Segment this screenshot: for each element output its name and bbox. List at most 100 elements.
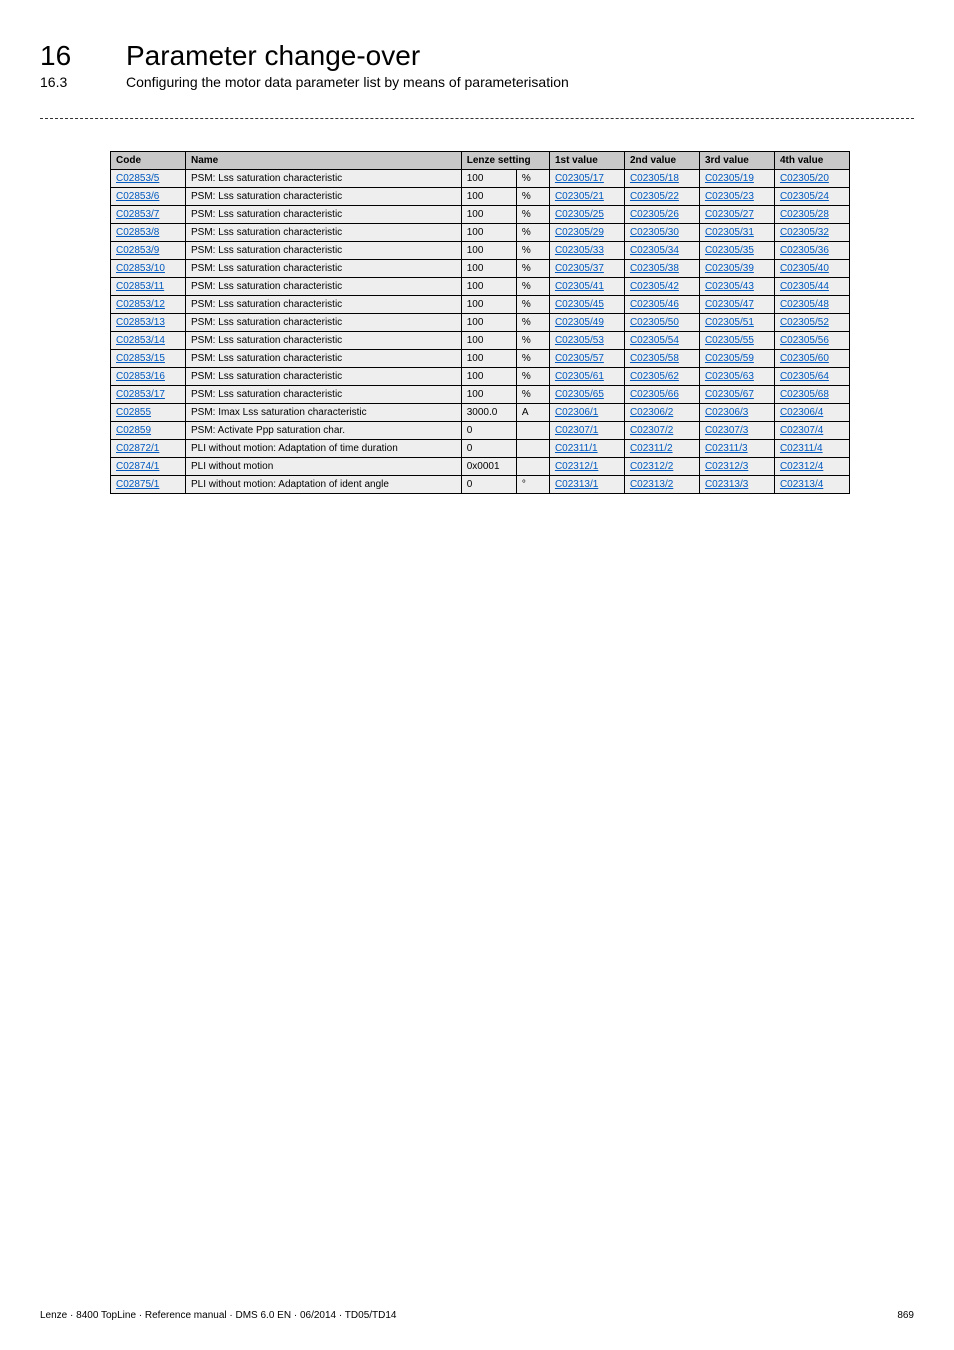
- cell-code-link[interactable]: C02853/8: [116, 227, 159, 238]
- cell-4th-value-link[interactable]: C02305/44: [780, 281, 829, 292]
- cell-4th-value-link[interactable]: C02305/28: [780, 209, 829, 220]
- cell-3rd-value-link[interactable]: C02305/67: [705, 389, 754, 400]
- cell-code-link[interactable]: C02853/17: [116, 389, 165, 400]
- cell-1st-value-link[interactable]: C02305/25: [555, 209, 604, 220]
- cell-2nd-value-link[interactable]: C02306/2: [630, 407, 673, 418]
- cell-3rd-value-link[interactable]: C02305/47: [705, 299, 754, 310]
- cell-1st-value-link[interactable]: C02306/1: [555, 407, 598, 418]
- cell-code-link[interactable]: C02859: [116, 425, 151, 436]
- cell-1st-value-link[interactable]: C02305/21: [555, 191, 604, 202]
- cell-3rd-value-link[interactable]: C02313/3: [705, 479, 748, 490]
- cell-1st-value: C02305/37: [549, 260, 624, 278]
- cell-2nd-value-link[interactable]: C02305/58: [630, 353, 679, 364]
- cell-4th-value-link[interactable]: C02306/4: [780, 407, 823, 418]
- cell-1st-value-link[interactable]: C02305/65: [555, 389, 604, 400]
- cell-2nd-value-link[interactable]: C02313/2: [630, 479, 673, 490]
- cell-3rd-value-link[interactable]: C02305/35: [705, 245, 754, 256]
- cell-4th-value-link[interactable]: C02305/36: [780, 245, 829, 256]
- cell-3rd-value-link[interactable]: C02305/55: [705, 335, 754, 346]
- cell-4th-value-link[interactable]: C02305/68: [780, 389, 829, 400]
- cell-4th-value-link[interactable]: C02305/24: [780, 191, 829, 202]
- cell-3rd-value-link[interactable]: C02305/31: [705, 227, 754, 238]
- subsection-title: Configuring the motor data parameter lis…: [126, 74, 569, 90]
- cell-4th-value-link[interactable]: C02313/4: [780, 479, 823, 490]
- cell-2nd-value-link[interactable]: C02305/38: [630, 263, 679, 274]
- cell-1st-value-link[interactable]: C02312/1: [555, 461, 598, 472]
- cell-3rd-value: C02305/23: [699, 188, 774, 206]
- cell-2nd-value-link[interactable]: C02311/2: [630, 443, 673, 454]
- cell-code-link[interactable]: C02853/5: [116, 173, 159, 184]
- cell-3rd-value-link[interactable]: C02305/63: [705, 371, 754, 382]
- cell-code: C02853/9: [111, 242, 186, 260]
- cell-2nd-value-link[interactable]: C02305/22: [630, 191, 679, 202]
- cell-1st-value-link[interactable]: C02305/17: [555, 173, 604, 184]
- cell-1st-value-link[interactable]: C02313/1: [555, 479, 598, 490]
- cell-1st-value-link[interactable]: C02311/1: [555, 443, 598, 454]
- cell-code-link[interactable]: C02853/7: [116, 209, 159, 220]
- cell-2nd-value-link[interactable]: C02305/42: [630, 281, 679, 292]
- cell-code: C02853/14: [111, 332, 186, 350]
- cell-code-link[interactable]: C02853/13: [116, 317, 165, 328]
- cell-2nd-value-link[interactable]: C02305/50: [630, 317, 679, 328]
- cell-4th-value-link[interactable]: C02305/56: [780, 335, 829, 346]
- cell-code-link[interactable]: C02853/6: [116, 191, 159, 202]
- cell-1st-value: C02305/49: [549, 314, 624, 332]
- cell-code-link[interactable]: C02853/11: [116, 281, 164, 292]
- cell-4th-value-link[interactable]: C02312/4: [780, 461, 823, 472]
- cell-code-link[interactable]: C02875/1: [116, 479, 159, 490]
- cell-2nd-value-link[interactable]: C02312/2: [630, 461, 673, 472]
- cell-3rd-value-link[interactable]: C02305/19: [705, 173, 754, 184]
- cell-code-link[interactable]: C02853/9: [116, 245, 159, 256]
- cell-code: C02853/7: [111, 206, 186, 224]
- cell-2nd-value-link[interactable]: C02305/18: [630, 173, 679, 184]
- cell-3rd-value-link[interactable]: C02305/23: [705, 191, 754, 202]
- chapter-number: 16: [40, 40, 98, 72]
- cell-2nd-value-link[interactable]: C02305/34: [630, 245, 679, 256]
- cell-4th-value-link[interactable]: C02305/52: [780, 317, 829, 328]
- cell-3rd-value-link[interactable]: C02306/3: [705, 407, 748, 418]
- cell-code-link[interactable]: C02872/1: [116, 443, 159, 454]
- cell-3rd-value-link[interactable]: C02305/39: [705, 263, 754, 274]
- cell-1st-value-link[interactable]: C02305/61: [555, 371, 604, 382]
- cell-2nd-value-link[interactable]: C02305/62: [630, 371, 679, 382]
- cell-1st-value-link[interactable]: C02305/45: [555, 299, 604, 310]
- cell-1st-value-link[interactable]: C02305/29: [555, 227, 604, 238]
- cell-3rd-value-link[interactable]: C02312/3: [705, 461, 748, 472]
- cell-4th-value-link[interactable]: C02307/4: [780, 425, 823, 436]
- cell-code-link[interactable]: C02874/1: [116, 461, 159, 472]
- cell-name: PSM: Lss saturation characteristic: [186, 296, 462, 314]
- cell-2nd-value-link[interactable]: C02305/26: [630, 209, 679, 220]
- cell-code-link[interactable]: C02853/14: [116, 335, 165, 346]
- cell-2nd-value-link[interactable]: C02305/30: [630, 227, 679, 238]
- cell-4th-value-link[interactable]: C02305/32: [780, 227, 829, 238]
- cell-4th-value-link[interactable]: C02311/4: [780, 443, 823, 454]
- cell-4th-value-link[interactable]: C02305/60: [780, 353, 829, 364]
- cell-2nd-value-link[interactable]: C02305/66: [630, 389, 679, 400]
- cell-1st-value-link[interactable]: C02307/1: [555, 425, 598, 436]
- cell-code-link[interactable]: C02853/15: [116, 353, 165, 364]
- cell-3rd-value-link[interactable]: C02305/51: [705, 317, 754, 328]
- cell-2nd-value-link[interactable]: C02305/54: [630, 335, 679, 346]
- cell-1st-value-link[interactable]: C02305/57: [555, 353, 604, 364]
- cell-1st-value-link[interactable]: C02305/53: [555, 335, 604, 346]
- cell-3rd-value-link[interactable]: C02311/3: [705, 443, 748, 454]
- cell-3rd-value-link[interactable]: C02307/3: [705, 425, 748, 436]
- cell-setting-unit: %: [516, 332, 549, 350]
- cell-1st-value-link[interactable]: C02305/49: [555, 317, 604, 328]
- cell-code-link[interactable]: C02855: [116, 407, 151, 418]
- cell-1st-value-link[interactable]: C02305/33: [555, 245, 604, 256]
- cell-4th-value-link[interactable]: C02305/20: [780, 173, 829, 184]
- cell-4th-value-link[interactable]: C02305/48: [780, 299, 829, 310]
- cell-4th-value-link[interactable]: C02305/64: [780, 371, 829, 382]
- cell-4th-value-link[interactable]: C02305/40: [780, 263, 829, 274]
- cell-1st-value-link[interactable]: C02305/37: [555, 263, 604, 274]
- cell-2nd-value-link[interactable]: C02307/2: [630, 425, 673, 436]
- cell-1st-value-link[interactable]: C02305/41: [555, 281, 604, 292]
- cell-3rd-value-link[interactable]: C02305/59: [705, 353, 754, 364]
- cell-code-link[interactable]: C02853/12: [116, 299, 165, 310]
- cell-code-link[interactable]: C02853/16: [116, 371, 165, 382]
- cell-2nd-value-link[interactable]: C02305/46: [630, 299, 679, 310]
- cell-3rd-value-link[interactable]: C02305/27: [705, 209, 754, 220]
- cell-code-link[interactable]: C02853/10: [116, 263, 165, 274]
- cell-3rd-value-link[interactable]: C02305/43: [705, 281, 754, 292]
